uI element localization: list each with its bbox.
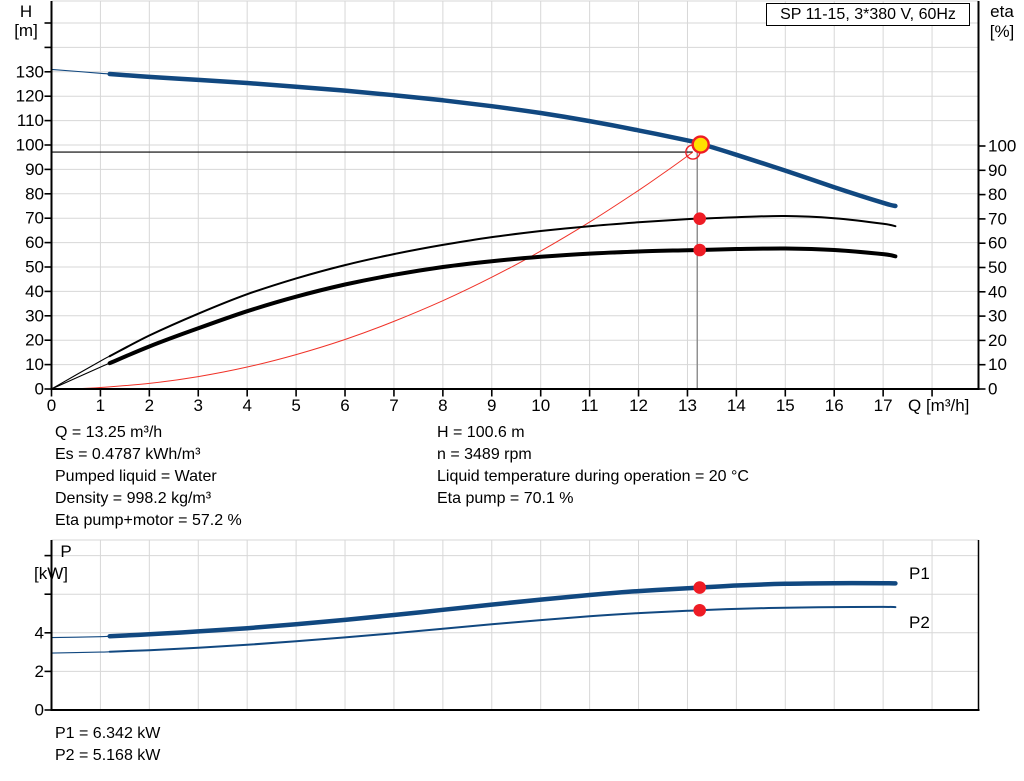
eta-axis-title: eta bbox=[990, 2, 1014, 21]
info-line-eta-pm: Eta pump+motor = 57.2 % bbox=[55, 512, 242, 529]
info-line-liquid: Pumped liquid = Water bbox=[55, 468, 217, 485]
duty-point-marker bbox=[691, 135, 710, 154]
h-axis-tick-label: 110 bbox=[17, 111, 44, 130]
q-axis-tick-label: 13 bbox=[678, 396, 697, 415]
p-axis-tick-label: 0 bbox=[35, 701, 44, 720]
p1-readout: P1 = 6.342 kW bbox=[55, 725, 161, 742]
curve-eta-pump-curve bbox=[108, 214, 897, 358]
q-axis-tick-label: 10 bbox=[531, 396, 550, 415]
eta-pump-motor-duty-dot bbox=[693, 243, 706, 257]
info-line-q: Q = 13.25 m³/h bbox=[55, 424, 163, 441]
eta-axis-tick-label: 90 bbox=[988, 161, 1007, 180]
q-axis-tick-label: 14 bbox=[727, 396, 746, 415]
q-axis-tick-label: 16 bbox=[825, 396, 844, 415]
q-axis-tick-label: 15 bbox=[776, 396, 795, 415]
p-axis-unit: [kW] bbox=[34, 564, 68, 583]
h-axis-tick-label: 130 bbox=[16, 62, 44, 81]
info-line-n: n = 3489 rpm bbox=[437, 446, 532, 463]
curve-eta-pump-motor-curve-thin-start bbox=[51, 361, 113, 390]
curve-P2-curve bbox=[108, 605, 897, 653]
p2-duty-dot bbox=[693, 603, 706, 617]
h-axis-tick-label: 100 bbox=[16, 136, 44, 155]
h-axis-tick-label: 30 bbox=[25, 306, 44, 325]
p1-curve-label: P1 bbox=[909, 564, 930, 583]
q-axis-title: Q [m³/h] bbox=[908, 396, 969, 415]
eta-axis-tick-label: 10 bbox=[988, 355, 1007, 374]
curve-eta-pump-motor-curve bbox=[107, 246, 898, 366]
info-line-h: H = 100.6 m bbox=[437, 424, 525, 441]
h-axis-tick-label: 70 bbox=[25, 209, 44, 228]
info-line-density: Density = 998.2 kg/m³ bbox=[55, 490, 212, 507]
h-axis-tick-label: 120 bbox=[16, 87, 44, 106]
p2-readout: P2 = 5.168 kW bbox=[55, 747, 161, 764]
q-axis-tick-label: 17 bbox=[874, 396, 893, 415]
q-axis-tick-label: 3 bbox=[194, 396, 203, 415]
q-axis-tick-label: 9 bbox=[487, 396, 496, 415]
info-line-es: Es = 0.4787 kWh/m³ bbox=[55, 446, 201, 463]
power-readout: P1 = 6.342 kW P2 = 5.168 kW bbox=[55, 723, 160, 767]
q-axis-tick-label: 11 bbox=[581, 396, 599, 415]
q-axis-tick-label: 0 bbox=[47, 396, 56, 415]
curve-system-parabola bbox=[75, 151, 694, 390]
eta-axis-unit: [%] bbox=[990, 22, 1015, 41]
h-axis-tick-label: 20 bbox=[25, 331, 44, 350]
q-axis-tick-label: 8 bbox=[438, 396, 447, 415]
curve-P1-curve bbox=[107, 580, 898, 639]
h-axis-unit: [m] bbox=[14, 21, 38, 40]
eta-axis-tick-label: 60 bbox=[988, 234, 1007, 253]
q-axis-tick-label: 1 bbox=[96, 396, 105, 415]
q-axis-tick-label: 7 bbox=[389, 396, 398, 415]
h-axis-tick-label: 50 bbox=[25, 258, 44, 277]
eta-axis-tick-label: 80 bbox=[988, 185, 1007, 204]
p2-curve-label: P2 bbox=[909, 613, 930, 632]
eta-axis-tick-label: 70 bbox=[988, 209, 1007, 228]
info-line-eta: Eta pump = 70.1 % bbox=[437, 490, 574, 507]
eta-pump-duty-dot bbox=[693, 212, 706, 225]
h-axis-tick-label: 60 bbox=[25, 233, 44, 252]
h-axis-tick-label: 0 bbox=[35, 380, 44, 399]
q-axis-tick-label: 6 bbox=[340, 396, 349, 415]
eta-axis-tick-label: 0 bbox=[988, 380, 997, 399]
p-axis-tick-label: 4 bbox=[35, 623, 44, 642]
eta-axis-tick-label: 50 bbox=[988, 258, 1007, 277]
h-axis-tick-label: 90 bbox=[25, 160, 44, 179]
curve-P2-curve-thin-start bbox=[51, 651, 113, 654]
p1-duty-dot bbox=[693, 581, 706, 594]
eta-axis-tick-label: 40 bbox=[988, 282, 1007, 301]
eta-axis-tick-label: 20 bbox=[988, 331, 1007, 350]
duty-info-right: H = 100.6 m n = 3489 rpm Liquid temperat… bbox=[437, 422, 749, 510]
curve-head-curve bbox=[107, 71, 898, 209]
h-axis-tick-label: 80 bbox=[25, 184, 44, 203]
info-line-temp: Liquid temperature during operation = 20… bbox=[437, 468, 749, 485]
q-axis-tick-label: 12 bbox=[629, 396, 648, 415]
q-axis-tick-label: 2 bbox=[145, 396, 154, 415]
q-axis-tick-label: 4 bbox=[242, 396, 251, 415]
pump-title: SP 11-15, 3*380 V, 60Hz bbox=[780, 5, 956, 23]
duty-info-left: Q = 13.25 m³/h Es = 0.4787 kWh/m³ Pumped… bbox=[55, 422, 242, 532]
q-axis-tick-label: 5 bbox=[291, 396, 300, 415]
p-axis-tick-label: 2 bbox=[35, 662, 44, 681]
eta-axis-tick-label: 100 bbox=[988, 137, 1016, 156]
h-axis-tick-label: 10 bbox=[25, 355, 44, 374]
pump-title-box: SP 11-15, 3*380 V, 60Hz bbox=[766, 3, 970, 26]
p-axis-title: P bbox=[60, 542, 71, 561]
h-axis-tick-label: 40 bbox=[25, 282, 44, 301]
curve-P1-curve-thin-start bbox=[51, 635, 113, 639]
h-axis-title: H bbox=[20, 2, 32, 21]
curve-eta-pump-curve-thin-start bbox=[51, 354, 113, 390]
eta-axis-tick-label: 30 bbox=[988, 307, 1007, 326]
